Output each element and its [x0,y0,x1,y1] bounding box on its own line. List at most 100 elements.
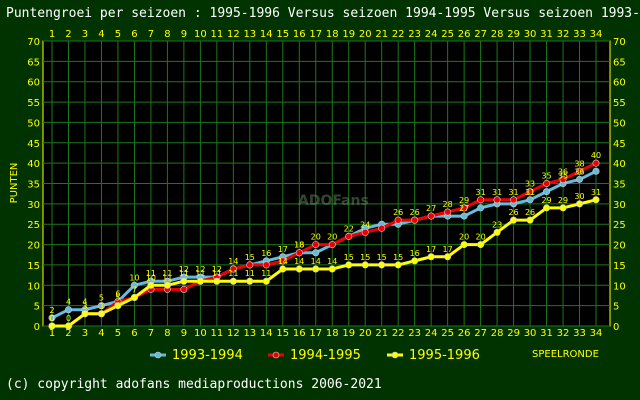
series-point-1994-1995 [295,249,303,257]
data-label: 5 [115,294,120,303]
x-tick-label-bottom: 19 [342,328,355,339]
data-label: 12 [179,265,189,274]
x-tick-label-top: 18 [326,29,339,40]
y-tick-label-left: 65 [27,57,40,68]
x-tick-label-top: 12 [227,29,240,40]
x-tick-label-bottom: 22 [392,328,405,339]
data-label: 31 [476,188,486,197]
series-point-1995-1996 [510,216,518,224]
data-label: 15 [377,253,387,262]
y-tick-label-left: 10 [27,281,40,292]
watermark: ADOFans [298,193,369,209]
series-point-1995-1996 [526,216,534,224]
data-label: 4 [66,298,71,307]
series-point-1994-1995 [559,175,567,183]
series-point-1995-1996 [460,241,468,249]
data-label: 2 [49,306,54,315]
series-point-1995-1996 [576,200,584,208]
x-tick-label-top: 23 [408,29,421,40]
data-label: 14 [228,257,238,266]
series-line-1994-1995 [52,161,597,328]
series-point-1995-1996 [147,281,155,289]
series-point-1994-1995 [543,180,551,188]
legend-entry: 1995-1996 [409,348,480,363]
x-tick-label-bottom: 24 [425,328,438,339]
series-point-1995-1996 [328,265,336,273]
x-tick-label-top: 25 [441,29,454,40]
data-label: 20 [476,233,486,242]
x-tick-label-bottom: 11 [210,328,223,339]
y-tick-label-right: 70 [613,37,626,48]
x-tick-label-bottom: 13 [243,328,256,339]
data-label: 17 [443,245,453,254]
series-point-1994-1995 [576,167,584,175]
x-tick-label-bottom: 4 [98,328,104,339]
series-point-1994-1995 [345,232,353,240]
x-tick-label-top: 1 [49,29,55,40]
x-tick-label-bottom: 14 [260,328,273,339]
x-tick-label-bottom: 15 [276,328,289,339]
data-label: 26 [393,208,403,217]
series-point-1993-1994 [130,281,138,289]
data-label: 12 [195,265,205,274]
y-tick-label-left: 20 [27,241,40,252]
series-point-1995-1996 [64,322,72,330]
series-point-1994-1995 [246,261,254,269]
x-tick-label-top: 30 [524,29,537,40]
series-point-1995-1996 [378,261,386,269]
x-tick-label-bottom: 9 [181,328,187,339]
chart-title: Puntengroei per seizoen : 1995-1996 Vers… [6,6,640,21]
x-tick-label-bottom: 32 [557,328,570,339]
x-tick-label-bottom: 8 [164,328,170,339]
x-tick-label-top: 27 [474,29,487,40]
x-tick-label-top: 21 [375,29,388,40]
data-label: 18 [294,241,304,250]
series-point-1994-1995 [229,265,237,273]
series-point-1994-1995 [526,188,534,196]
series-point-1995-1996 [444,253,452,261]
x-tick-label-bottom: 2 [65,328,71,339]
data-label: 30 [574,192,584,201]
x-tick-label-top: 8 [164,29,170,40]
x-axis-label: SPEELRONDE [532,349,599,360]
data-label: 11 [228,269,238,278]
data-label: 10 [146,273,156,282]
data-label: 15 [360,253,370,262]
x-tick-label-top: 15 [276,29,289,40]
data-label: 11 [195,269,205,278]
x-tick-label-top: 34 [590,29,603,40]
x-tick-label-bottom: 1 [49,328,55,339]
series-point-1995-1996 [163,281,171,289]
series-point-1995-1996 [543,204,551,212]
x-tick-label-bottom: 3 [82,328,88,339]
y-tick-label-right: 0 [613,322,619,333]
data-label: 17 [278,245,288,254]
x-tick-label-top: 9 [181,29,187,40]
data-label: 0 [49,314,54,323]
series-point-1995-1996 [493,228,501,236]
series-point-1994-1995 [411,216,419,224]
y-tick-label-left: 15 [27,261,40,272]
series-point-1995-1996 [262,277,270,285]
legend-entry: 1994-1995 [290,348,361,363]
x-tick-label-bottom: 17 [309,328,322,339]
data-label: 11 [212,269,222,278]
series-point-1995-1996 [130,293,138,301]
legend-swatch-marker [272,351,280,359]
series-point-1995-1996 [97,310,105,318]
x-tick-label-top: 28 [491,29,504,40]
x-tick-label-bottom: 31 [540,328,553,339]
x-tick-label-bottom: 12 [227,328,240,339]
data-label: 20 [327,233,337,242]
x-tick-label-bottom: 21 [375,328,388,339]
y-tick-label-left: 40 [27,159,40,170]
x-tick-label-top: 20 [359,29,372,40]
data-label: 27 [459,204,469,213]
data-label: 14 [327,257,337,266]
data-label: 15 [344,253,354,262]
data-label: 14 [311,257,321,266]
data-label: 3 [82,302,87,311]
x-tick-label-top: 24 [425,29,438,40]
x-tick-label-top: 10 [194,29,207,40]
